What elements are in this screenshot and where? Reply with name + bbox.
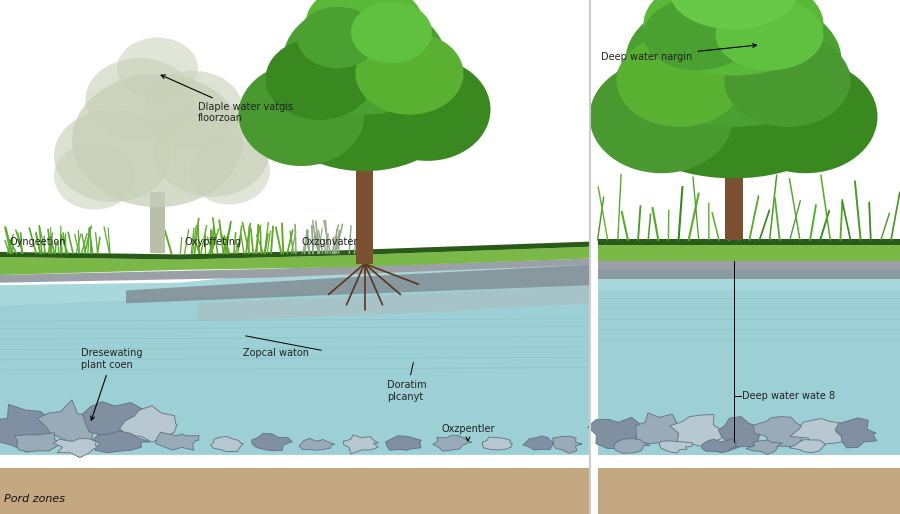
Ellipse shape bbox=[54, 143, 135, 210]
Text: Pord zones: Pord zones bbox=[4, 494, 66, 504]
Ellipse shape bbox=[238, 63, 364, 166]
Ellipse shape bbox=[306, 0, 423, 61]
Ellipse shape bbox=[670, 0, 796, 29]
Polygon shape bbox=[702, 439, 738, 453]
Polygon shape bbox=[659, 441, 693, 453]
Ellipse shape bbox=[72, 74, 243, 207]
Text: Zopcal waton: Zopcal waton bbox=[243, 348, 309, 358]
Polygon shape bbox=[0, 242, 590, 260]
Ellipse shape bbox=[616, 34, 742, 127]
Polygon shape bbox=[211, 436, 243, 451]
Polygon shape bbox=[126, 265, 590, 303]
Polygon shape bbox=[598, 261, 900, 270]
Text: Doratim
plcanyt: Doratim plcanyt bbox=[387, 362, 427, 402]
Ellipse shape bbox=[153, 104, 270, 197]
Polygon shape bbox=[300, 438, 335, 450]
Ellipse shape bbox=[644, 0, 752, 70]
Polygon shape bbox=[746, 440, 782, 454]
Ellipse shape bbox=[266, 27, 464, 171]
Ellipse shape bbox=[117, 38, 198, 99]
Polygon shape bbox=[0, 262, 590, 306]
Text: Oyngeetion: Oyngeetion bbox=[9, 237, 66, 247]
Polygon shape bbox=[482, 437, 512, 450]
Ellipse shape bbox=[54, 109, 171, 202]
Ellipse shape bbox=[356, 32, 464, 115]
Polygon shape bbox=[598, 270, 900, 279]
Ellipse shape bbox=[284, 2, 446, 115]
Polygon shape bbox=[433, 435, 472, 451]
Ellipse shape bbox=[716, 0, 824, 70]
Text: Oxypffeting: Oxypffeting bbox=[184, 237, 241, 247]
Ellipse shape bbox=[724, 34, 850, 127]
Polygon shape bbox=[553, 436, 582, 453]
Polygon shape bbox=[198, 285, 590, 321]
Ellipse shape bbox=[364, 58, 490, 161]
Polygon shape bbox=[37, 400, 94, 444]
Bar bbox=[150, 192, 165, 253]
Polygon shape bbox=[252, 433, 292, 451]
Polygon shape bbox=[718, 416, 762, 451]
Polygon shape bbox=[598, 468, 900, 514]
Polygon shape bbox=[14, 433, 61, 452]
Text: Oxzgnvater: Oxzgnvater bbox=[302, 237, 358, 247]
Ellipse shape bbox=[626, 0, 842, 127]
Bar bbox=[724, 163, 742, 240]
Ellipse shape bbox=[144, 71, 243, 148]
Text: Deep water nargin: Deep water nargin bbox=[601, 44, 757, 62]
Ellipse shape bbox=[608, 24, 859, 178]
Ellipse shape bbox=[297, 7, 378, 68]
Ellipse shape bbox=[644, 0, 824, 76]
Polygon shape bbox=[0, 259, 590, 283]
Polygon shape bbox=[598, 261, 900, 290]
Polygon shape bbox=[0, 247, 590, 275]
Polygon shape bbox=[598, 245, 900, 261]
Ellipse shape bbox=[351, 2, 432, 63]
Polygon shape bbox=[156, 432, 199, 450]
Ellipse shape bbox=[266, 38, 374, 120]
Bar bbox=[356, 166, 373, 264]
Polygon shape bbox=[588, 417, 645, 449]
Text: Oxzpentler: Oxzpentler bbox=[441, 424, 494, 441]
Polygon shape bbox=[0, 262, 590, 455]
Polygon shape bbox=[385, 436, 421, 450]
Polygon shape bbox=[344, 435, 379, 454]
Polygon shape bbox=[598, 239, 900, 245]
Polygon shape bbox=[835, 418, 877, 448]
Polygon shape bbox=[93, 431, 150, 453]
Polygon shape bbox=[0, 405, 67, 452]
Text: Deep water wate 8: Deep water wate 8 bbox=[742, 391, 835, 401]
Polygon shape bbox=[789, 439, 825, 453]
Polygon shape bbox=[53, 438, 101, 457]
Polygon shape bbox=[0, 468, 590, 514]
Text: Dresewating
plant coen: Dresewating plant coen bbox=[81, 348, 142, 420]
Polygon shape bbox=[598, 261, 900, 455]
Ellipse shape bbox=[189, 138, 270, 205]
Ellipse shape bbox=[590, 60, 733, 173]
Polygon shape bbox=[790, 418, 847, 448]
Ellipse shape bbox=[734, 60, 878, 173]
Polygon shape bbox=[83, 401, 154, 437]
Polygon shape bbox=[523, 436, 556, 450]
Ellipse shape bbox=[86, 58, 194, 140]
Polygon shape bbox=[670, 415, 725, 446]
Polygon shape bbox=[636, 413, 683, 445]
Polygon shape bbox=[614, 438, 650, 453]
Polygon shape bbox=[120, 406, 177, 442]
Polygon shape bbox=[753, 417, 807, 446]
Text: Dlaple water vatgis
floorzoan: Dlaple water vatgis floorzoan bbox=[161, 75, 293, 123]
